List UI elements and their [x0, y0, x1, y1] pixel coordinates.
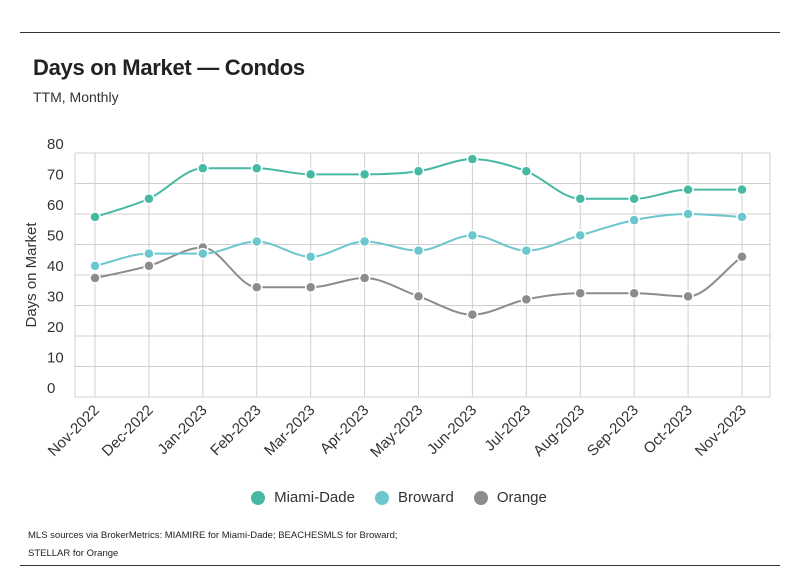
footnote-line-2: STELLAR for Orange	[28, 548, 119, 559]
data-point-orange	[304, 281, 317, 293]
data-point-orange	[682, 290, 694, 303]
x-tick-label: Feb-2023	[207, 402, 264, 459]
legend-label: Orange	[496, 489, 547, 506]
data-point-broward	[358, 235, 371, 248]
legend-label: Broward	[397, 489, 454, 506]
data-point-miami-dade	[736, 183, 748, 196]
y-tick-label: 60	[47, 197, 64, 214]
data-point-broward	[304, 250, 317, 263]
data-point-broward	[251, 235, 263, 248]
x-tick-label: Jul-2023	[481, 402, 534, 455]
data-point-orange	[89, 272, 101, 284]
data-point-broward	[520, 244, 533, 257]
y-tick-label: 20	[47, 319, 64, 336]
y-tick-label: 30	[47, 289, 64, 306]
legend-item-miami-dade: Miami-Dade	[251, 489, 355, 506]
data-point-orange	[143, 260, 155, 272]
data-point-broward	[574, 229, 586, 242]
top-rule	[20, 32, 780, 33]
data-point-broward	[89, 260, 101, 272]
data-point-orange	[251, 281, 263, 293]
data-point-orange	[412, 290, 425, 303]
legend-label: Miami-Dade	[274, 489, 355, 506]
data-point-broward	[412, 244, 425, 257]
y-tick-label: 10	[47, 350, 64, 367]
chart-title: Days on Market — Condos	[33, 55, 305, 80]
data-point-broward	[736, 211, 748, 223]
x-tick-label: Apr-2023	[317, 402, 373, 458]
data-point-orange	[520, 293, 533, 306]
y-tick-label: 50	[47, 228, 64, 245]
bottom-rule	[20, 565, 780, 566]
data-point-miami-dade	[682, 183, 694, 196]
y-tick-label: 0	[47, 380, 55, 397]
data-point-orange	[466, 308, 479, 321]
x-tick-label: Nov-2022	[45, 402, 103, 460]
data-point-miami-dade	[197, 162, 209, 174]
data-point-miami-dade	[628, 193, 640, 205]
data-point-miami-dade	[412, 165, 425, 178]
data-point-miami-dade	[304, 168, 317, 181]
x-tick-label: Aug-2023	[530, 402, 588, 460]
data-point-orange	[736, 250, 748, 263]
x-tick-label: Jan-2023	[154, 402, 210, 458]
data-point-miami-dade	[358, 168, 371, 181]
data-point-miami-dade	[251, 162, 263, 174]
data-point-miami-dade	[466, 153, 479, 165]
footnote-line-1: MLS sources via BrokerMetrics: MIAMIRE f…	[28, 530, 398, 541]
legend-item-broward: Broward	[374, 489, 454, 506]
data-point-miami-dade	[520, 165, 533, 178]
data-point-miami-dade	[143, 193, 155, 205]
legend-swatch	[473, 490, 488, 505]
data-point-miami-dade	[89, 211, 101, 223]
y-tick-label: 80	[47, 136, 64, 153]
y-tick-label: 40	[47, 258, 64, 275]
series-broward	[89, 208, 748, 272]
series-orange	[89, 241, 748, 321]
data-point-broward	[466, 229, 479, 242]
x-tick-label: Oct-2023	[640, 402, 696, 458]
x-tick-label: Dec-2022	[99, 402, 157, 460]
data-point-miami-dade	[574, 193, 586, 205]
data-point-broward	[197, 247, 209, 260]
series-miami-dade	[89, 153, 748, 223]
data-point-broward	[628, 214, 640, 226]
legend-swatch	[251, 490, 266, 505]
x-tick-label: Mar-2023	[261, 402, 318, 459]
data-point-orange	[628, 287, 640, 300]
x-tick-label: Nov-2023	[692, 402, 750, 460]
data-point-orange	[574, 287, 586, 300]
data-point-orange	[358, 272, 371, 284]
legend-item-orange: Orange	[473, 489, 547, 506]
y-axis-label: Days on Market	[23, 222, 40, 328]
y-tick-label: 70	[47, 167, 64, 184]
data-point-broward	[143, 247, 155, 260]
legend-swatch	[374, 490, 389, 505]
x-tick-label: May-2023	[367, 402, 426, 461]
data-point-broward	[682, 208, 694, 220]
grid: 0 10 20 30 40 50 60 70 80 Nov-2022Dec-2022Jan-202…	[45, 136, 771, 461]
chart-subtitle: TTM, Monthly	[33, 89, 119, 105]
x-tick-label: Sep-2023	[584, 402, 642, 460]
chart-legend: Miami-Dade Broward Orange	[0, 489, 798, 506]
x-tick-label: Jun-2023	[424, 402, 480, 458]
